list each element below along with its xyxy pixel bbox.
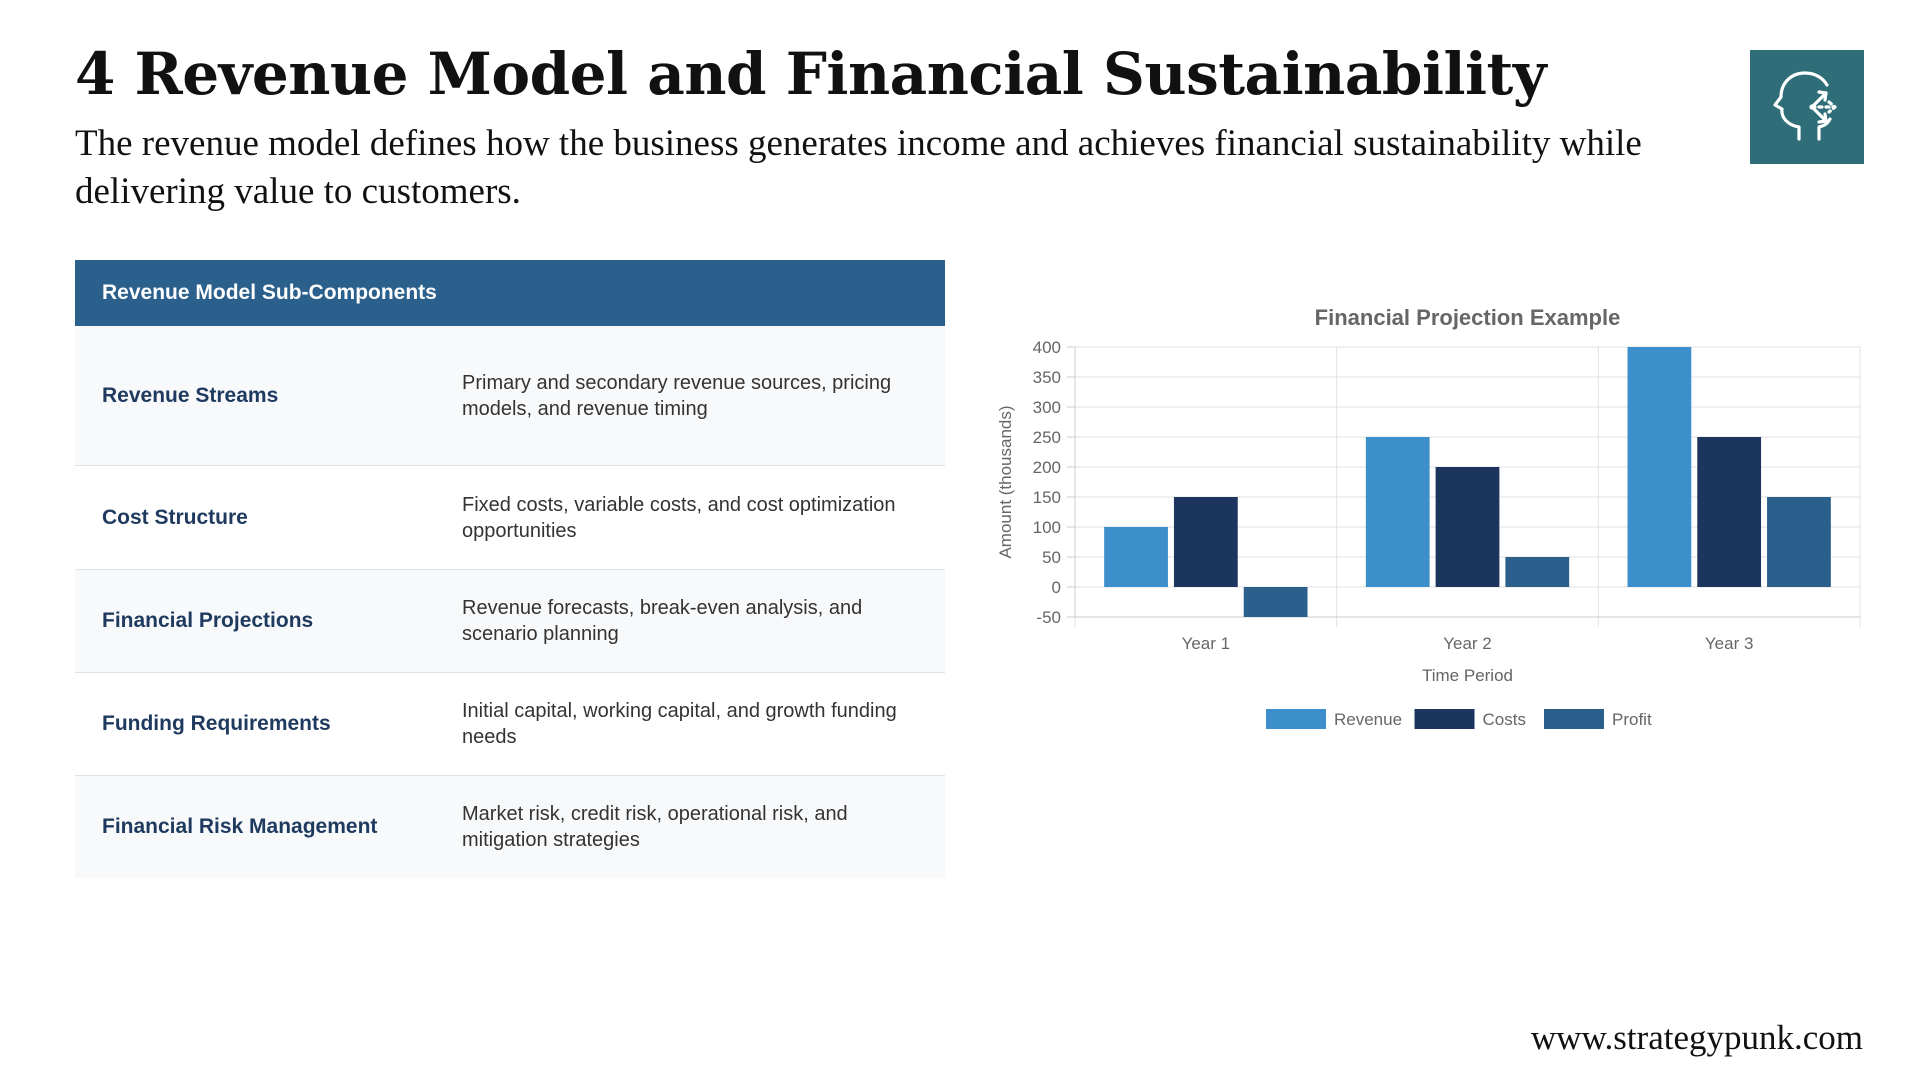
table-row: Funding Requirements Initial capital, wo… [75,673,945,776]
legend-swatch [1544,709,1604,729]
y-tick-label: 0 [1052,578,1061,597]
row-description: Market risk, credit risk, operational ri… [462,803,848,851]
y-tick-label: 400 [1033,338,1061,357]
row-name: Financial Risk Management [102,815,378,838]
row-name: Financial Projections [102,609,314,632]
x-tick-label: Year 3 [1705,634,1754,653]
head-arrows-icon [1773,71,1837,141]
row-description: Fixed costs, variable costs, and cost op… [462,493,896,542]
legend-swatch [1266,709,1326,729]
legend-label: Costs [1483,710,1526,729]
legend-label: Profit [1612,710,1652,729]
table-header: Revenue Model Sub-Components [75,260,945,326]
website-url[interactable]: www.strategypunk.com [1530,1018,1863,1057]
row-name: Funding Requirements [102,712,331,735]
y-tick-label: 50 [1042,548,1061,567]
table-row: Revenue Streams Primary and secondary re… [75,326,945,466]
bar-costs [1173,497,1238,587]
row-description: Primary and secondary revenue sources, p… [462,371,892,420]
x-tick-label: Year 2 [1443,634,1492,653]
y-tick-label: 150 [1033,488,1061,507]
y-tick-label: 300 [1033,398,1061,417]
bar-costs [1697,437,1762,587]
table-row: Financial Projections Revenue forecasts,… [75,570,945,673]
x-tick-label: Year 1 [1182,634,1231,653]
row-description: Initial capital, working capital, and gr… [462,700,897,748]
chart-svg: Financial Projection Example -50 0 50 100 150… [996,305,1861,729]
table-row: Cost Structure Fixed costs, variable cos… [75,466,945,570]
row-description: Revenue forecasts, break-even analysis, … [462,597,863,645]
financial-projection-chart: Financial Projection Example -50 0 50 100 150… [990,295,1870,760]
row-name: Revenue Streams [102,383,279,407]
y-tick-label: 100 [1033,518,1061,537]
bar-profit [1767,497,1831,587]
row-name: Cost Structure [102,505,248,529]
legend-label: Revenue [1334,710,1402,729]
bar-revenue [1104,527,1168,587]
bar-revenue [1627,347,1692,587]
bar-costs [1435,467,1500,587]
y-tick-label: 350 [1033,368,1061,387]
revenue-components-table: Revenue Model Sub-Components Revenue Str… [75,260,945,878]
legend-swatch [1414,709,1475,729]
bar-profit [1243,587,1308,617]
y-tick-label: 200 [1033,458,1061,477]
bar-profit [1505,557,1570,587]
table-row: Financial Risk Management Market risk, c… [75,776,945,878]
y-axis-label: Amount (thousands) [996,405,1015,558]
y-tick-label: -50 [1036,608,1061,627]
y-tick-label: 250 [1033,428,1061,447]
logo [1750,50,1864,164]
x-axis-label: Time Period [1422,666,1513,685]
bar-revenue [1365,437,1430,587]
page-subtitle: The revenue model defines how the busine… [75,123,1642,212]
page-title: 4 Revenue Model and Financial Sustainabi… [75,40,1547,108]
chart-title: Financial Projection Example [1315,305,1621,330]
